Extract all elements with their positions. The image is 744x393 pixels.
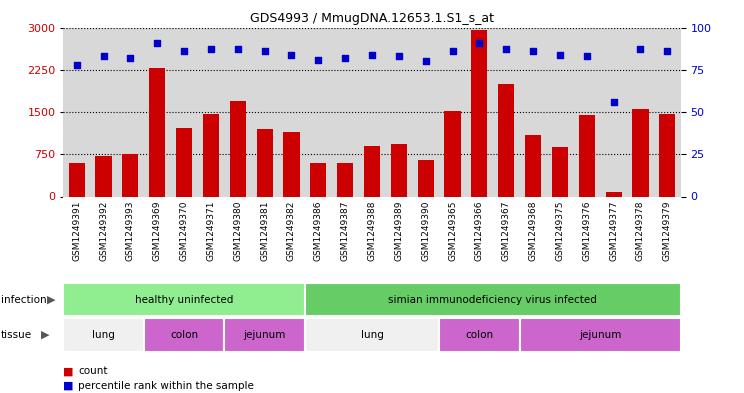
Title: GDS4993 / MmugDNA.12653.1.S1_s_at: GDS4993 / MmugDNA.12653.1.S1_s_at: [250, 12, 494, 25]
Text: GSM1249382: GSM1249382: [287, 201, 296, 261]
Point: [286, 51, 298, 58]
Bar: [283, 132, 300, 196]
Text: GSM1249379: GSM1249379: [663, 201, 672, 261]
Text: GSM1249389: GSM1249389: [394, 201, 403, 261]
Text: GSM1249388: GSM1249388: [368, 201, 376, 261]
Point: [151, 40, 163, 46]
Bar: [472, 30, 487, 196]
Point: [97, 53, 109, 59]
Bar: [95, 156, 112, 196]
Text: GSM1249369: GSM1249369: [153, 201, 161, 261]
Point: [554, 51, 566, 58]
Text: GSM1249365: GSM1249365: [448, 201, 457, 261]
Text: GSM1249368: GSM1249368: [528, 201, 538, 261]
Point: [473, 40, 485, 46]
Text: simian immunodeficiency virus infected: simian immunodeficiency virus infected: [388, 295, 597, 305]
Bar: [632, 108, 649, 196]
Text: count: count: [78, 366, 108, 376]
Text: infection: infection: [1, 295, 46, 305]
Bar: [305, 283, 681, 316]
Text: GSM1249386: GSM1249386: [314, 201, 323, 261]
Point: [393, 53, 405, 59]
Text: colon: colon: [465, 330, 493, 340]
Text: ■: ■: [63, 381, 74, 391]
Bar: [225, 318, 305, 352]
Text: jejunum: jejunum: [243, 330, 286, 340]
Text: GSM1249375: GSM1249375: [556, 201, 565, 261]
Text: GSM1249378: GSM1249378: [636, 201, 645, 261]
Bar: [498, 84, 514, 196]
Point: [339, 55, 351, 61]
Point: [259, 48, 271, 54]
Text: colon: colon: [170, 330, 198, 340]
Bar: [659, 114, 676, 196]
Point: [124, 55, 136, 61]
Text: percentile rank within the sample: percentile rank within the sample: [78, 381, 254, 391]
Bar: [68, 163, 85, 196]
Bar: [305, 318, 439, 352]
Bar: [203, 114, 219, 196]
Bar: [364, 146, 380, 196]
Text: healthy uninfected: healthy uninfected: [135, 295, 234, 305]
Text: GSM1249370: GSM1249370: [179, 201, 188, 261]
Point: [661, 48, 673, 54]
Point: [178, 48, 190, 54]
Bar: [579, 116, 595, 196]
Text: GSM1249381: GSM1249381: [260, 201, 269, 261]
Point: [205, 46, 217, 53]
Point: [446, 48, 458, 54]
Point: [608, 99, 620, 105]
Point: [71, 62, 83, 68]
Bar: [337, 163, 353, 196]
Point: [312, 57, 324, 63]
Text: GSM1249391: GSM1249391: [72, 201, 81, 261]
Point: [527, 48, 539, 54]
Text: jejunum: jejunum: [579, 330, 621, 340]
Text: GSM1249367: GSM1249367: [501, 201, 510, 261]
Bar: [444, 111, 461, 196]
Text: GSM1249371: GSM1249371: [206, 201, 216, 261]
Bar: [122, 154, 138, 196]
Text: ▶: ▶: [41, 330, 49, 340]
Text: GSM1249377: GSM1249377: [609, 201, 618, 261]
Text: GSM1249393: GSM1249393: [126, 201, 135, 261]
Bar: [144, 318, 225, 352]
Point: [635, 46, 647, 53]
Text: lung: lung: [92, 330, 115, 340]
Bar: [310, 163, 327, 196]
Text: GSM1249376: GSM1249376: [583, 201, 591, 261]
Text: ▶: ▶: [47, 295, 55, 305]
Bar: [63, 318, 144, 352]
Point: [232, 46, 244, 53]
Text: tissue: tissue: [1, 330, 32, 340]
Bar: [439, 318, 519, 352]
Bar: [63, 283, 305, 316]
Bar: [230, 101, 246, 196]
Text: GSM1249387: GSM1249387: [341, 201, 350, 261]
Text: GSM1249392: GSM1249392: [99, 201, 108, 261]
Bar: [525, 134, 541, 196]
Point: [581, 53, 593, 59]
Text: GSM1249390: GSM1249390: [421, 201, 430, 261]
Bar: [552, 147, 568, 196]
Point: [420, 58, 432, 64]
Bar: [519, 318, 681, 352]
Bar: [391, 143, 407, 196]
Point: [500, 46, 512, 53]
Bar: [417, 160, 434, 196]
Text: ■: ■: [63, 366, 74, 376]
Text: lung: lung: [361, 330, 383, 340]
Text: GSM1249380: GSM1249380: [234, 201, 243, 261]
Bar: [176, 128, 192, 196]
Point: [366, 51, 378, 58]
Bar: [606, 192, 622, 196]
Text: GSM1249366: GSM1249366: [475, 201, 484, 261]
Bar: [149, 68, 165, 196]
Bar: [257, 129, 272, 196]
